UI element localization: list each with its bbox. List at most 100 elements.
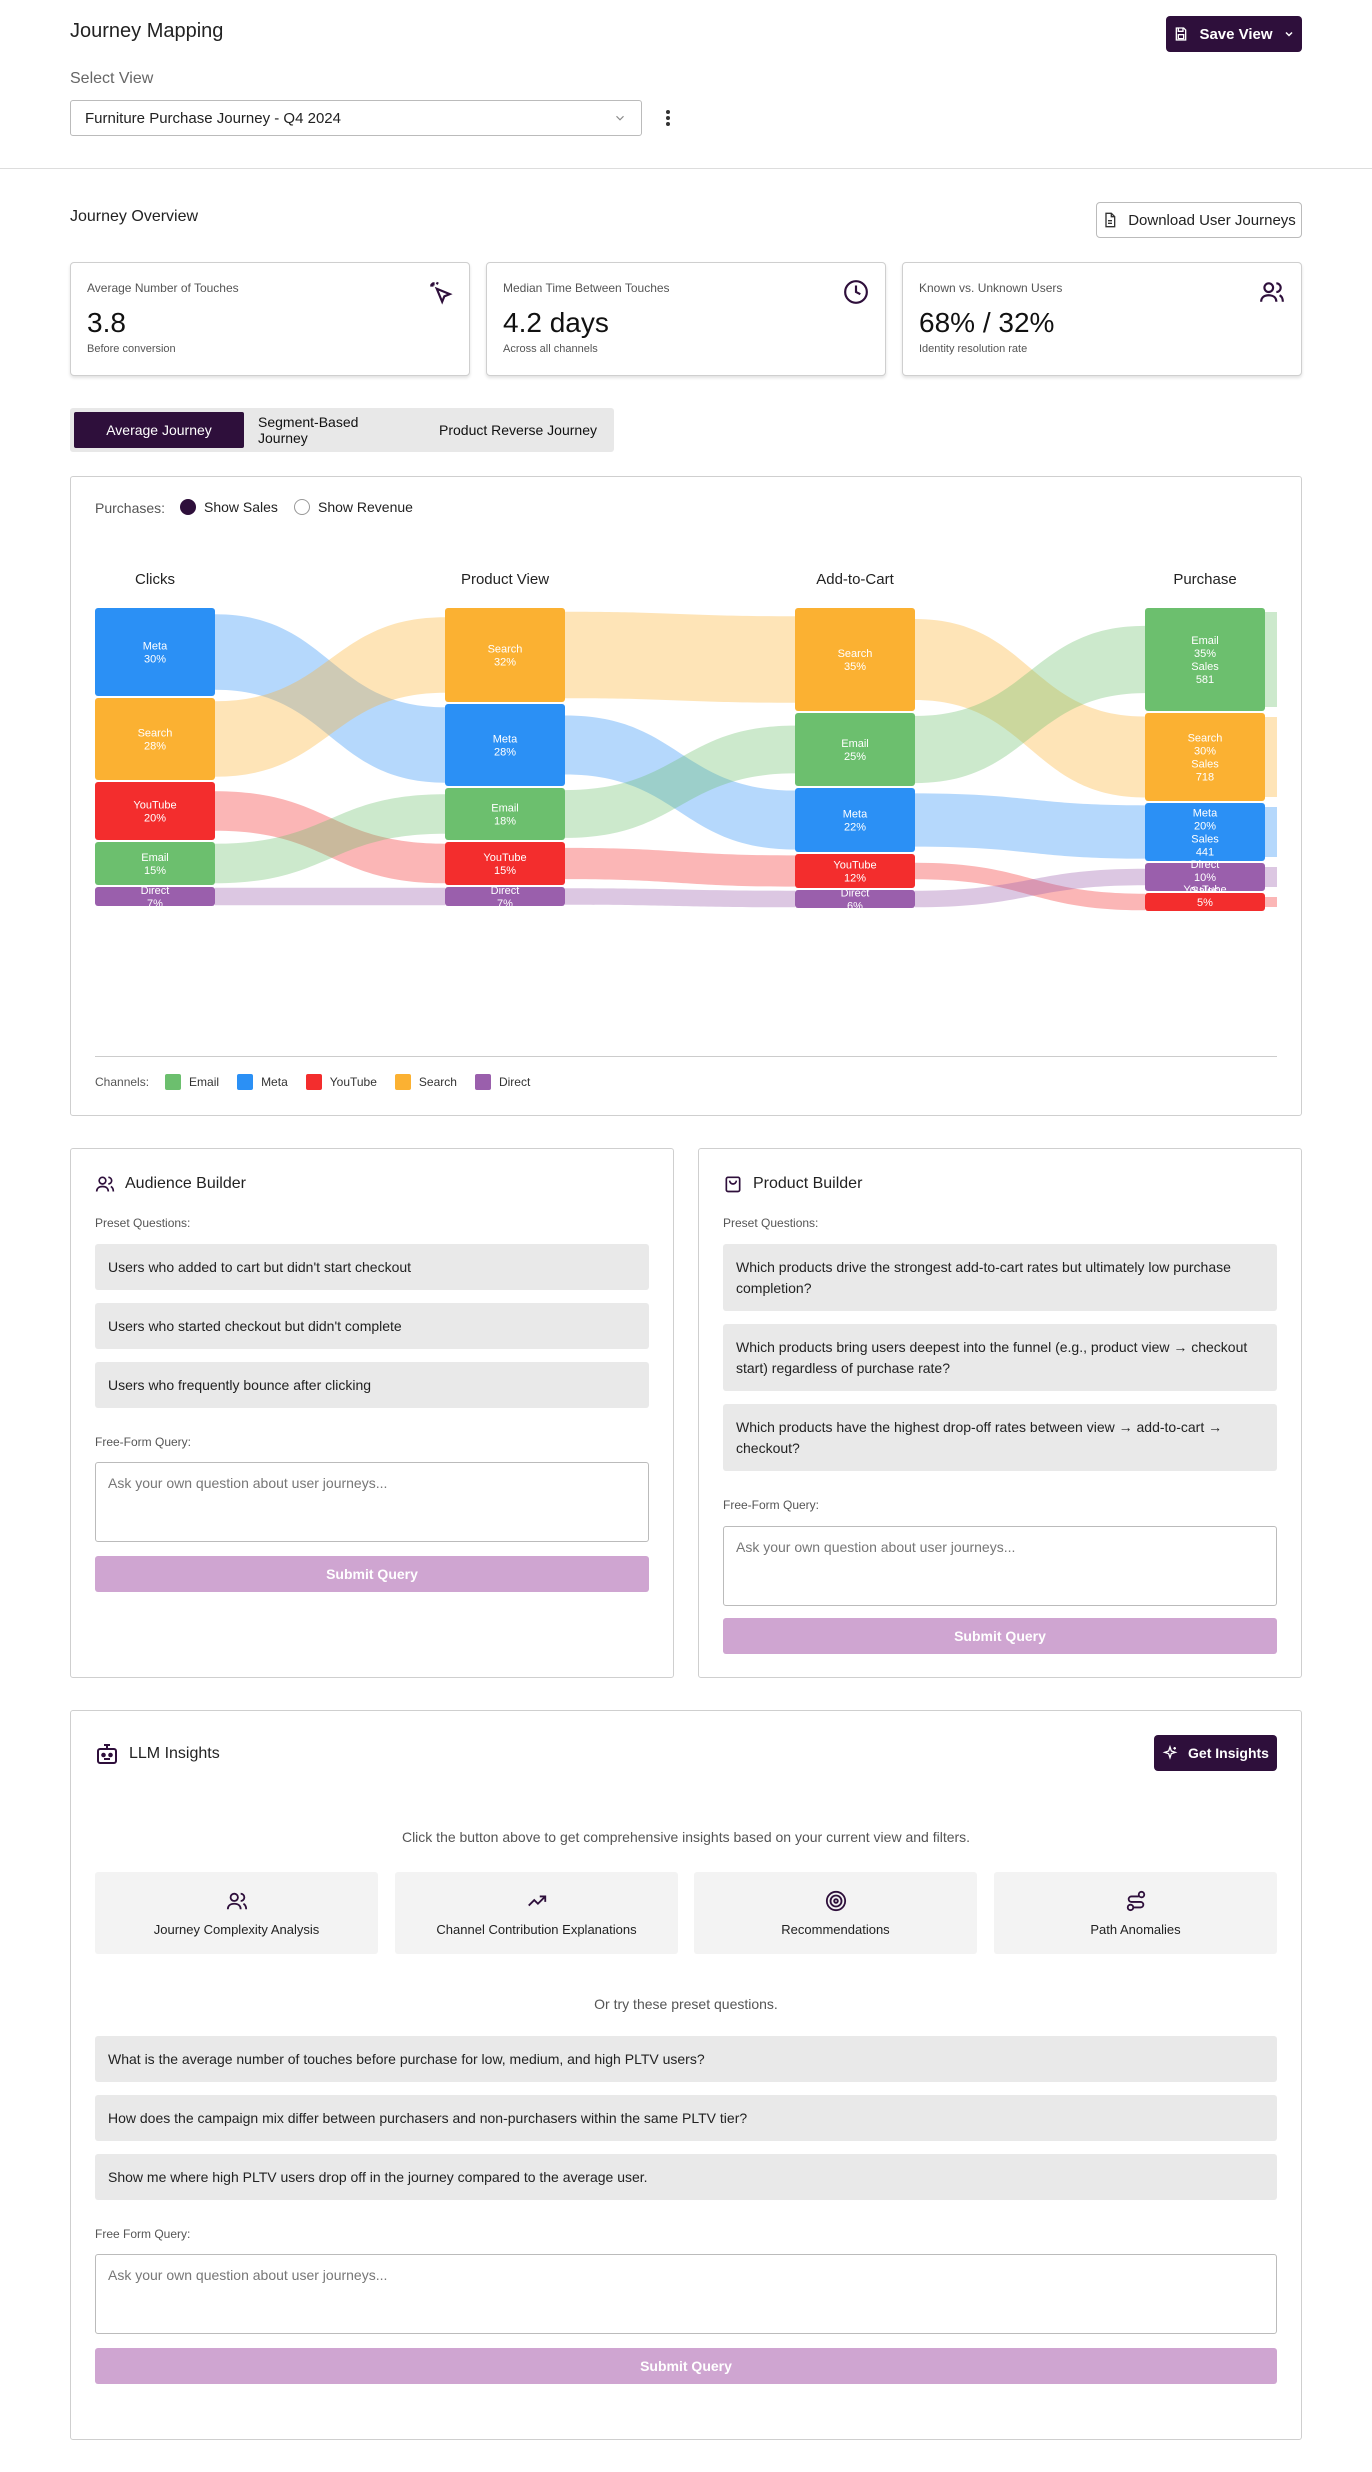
feature-journey-complexity[interactable]: Journey Complexity Analysis [95, 1872, 378, 1954]
channels-label: Channels: [95, 1075, 150, 1089]
users-icon [226, 1892, 247, 1909]
sankey-node-bar [795, 890, 915, 908]
audience-preset-question[interactable]: Users who started checkout but didn't co… [95, 1303, 649, 1349]
llm-preset-question[interactable]: What is the average number of touches be… [95, 2036, 1277, 2082]
product-submit-button[interactable]: Submit Query [723, 1618, 1277, 1654]
audience-submit-button[interactable]: Submit Query [95, 1556, 649, 1592]
sankey-node-label: 581 [1196, 674, 1214, 686]
metric-sub: Before conversion [87, 343, 176, 355]
sankey-node-label: 35% [1194, 648, 1216, 660]
stage-title: Product View [461, 571, 549, 588]
journey-tabs: Average Journey Segment-Based Journey Pr… [70, 408, 614, 452]
download-journeys-button[interactable]: Download User Journeys [1096, 202, 1302, 238]
select-view-label: Select View [70, 70, 154, 87]
sankey-node-bar [795, 854, 915, 888]
robot-icon [97, 1744, 117, 1764]
sankey-node-label: Direct [841, 888, 870, 900]
audience-query-input[interactable]: Ask your own question about user journey… [95, 1462, 649, 1542]
sankey-exit-direct [1265, 867, 1277, 887]
more-options-button[interactable] [658, 106, 678, 130]
more-vertical-icon [666, 110, 670, 126]
sankey-node-label: Search [838, 648, 873, 660]
sankey-panel [70, 476, 1302, 1116]
view-select-value: Furniture Purchase Journey - Q4 2024 [85, 109, 341, 127]
llm-query-input[interactable]: Ask your own question about user journey… [95, 2254, 1277, 2334]
product-preset-question[interactable]: Which products have the highest drop-off… [723, 1404, 1277, 1471]
feature-channel-contribution[interactable]: Channel Contribution Explanations [395, 1872, 678, 1954]
tab-product-reverse-journey[interactable]: Product Reverse Journey [439, 422, 597, 438]
sankey-node-bar [795, 713, 915, 786]
sankey-node-label: 18% [494, 816, 516, 828]
sankey-node-label: Search [488, 644, 523, 656]
sankey-node-bar [95, 698, 215, 780]
stage-title: Clicks [135, 571, 175, 588]
product-builder-title: Product Builder [753, 1175, 863, 1192]
audience-preset-question[interactable]: Users who frequently bounce after clicki… [95, 1362, 649, 1408]
sankey-node-label: 10% [1194, 872, 1216, 884]
get-insights-button[interactable]: Get Insights [1154, 1735, 1277, 1771]
metric-label: Median Time Between Touches [503, 281, 670, 295]
users-icon [95, 1176, 115, 1192]
freeform-label: Free Form Query: [95, 2227, 191, 2241]
product-preset-question[interactable]: Which products bring users deepest into … [723, 1324, 1277, 1391]
sankey-link-direct [215, 887, 445, 906]
sankey-node-label: 20% [1194, 821, 1216, 833]
show-sales-radio[interactable]: Show Sales [180, 499, 278, 515]
save-view-button[interactable]: Save View [1166, 16, 1302, 52]
sankey-link-email [915, 625, 1145, 784]
llm-preset-question[interactable]: Show me where high PLTV users drop off i… [95, 2154, 1277, 2200]
sankey-node-label: Sales [1191, 910, 1219, 922]
view-select[interactable]: Furniture Purchase Journey - Q4 2024 [70, 100, 642, 136]
sankey-node-label: 15% [144, 865, 166, 877]
product-query-input[interactable]: Ask your own question about user journey… [723, 1526, 1277, 1606]
tab-average-journey[interactable]: Average Journey [74, 412, 244, 448]
tab-segment-based-journey[interactable]: Segment-Based Journey [258, 414, 359, 446]
sankey-node-label: Search [138, 728, 173, 740]
sankey-link-youtube [915, 862, 1145, 911]
sankey-node-label: 441 [1196, 847, 1214, 859]
audience-preset-question[interactable]: Users who added to cart but didn't start… [95, 1244, 649, 1290]
download-journeys-label: Download User Journeys [1128, 211, 1296, 229]
feature-path-anomalies[interactable]: Path Anomalies [994, 1872, 1277, 1954]
preset-questions-label: Preset Questions: [723, 1216, 819, 1230]
product-preset-question[interactable]: Which products drive the strongest add-t… [723, 1244, 1277, 1311]
sankey-node-label: 32% [494, 657, 516, 669]
feature-label: Journey Complexity Analysis [153, 1921, 320, 1937]
show-revenue-radio[interactable]: Show Revenue [294, 499, 413, 515]
sankey-node-bar [95, 887, 215, 906]
sankey-node-label: YouTube [483, 852, 526, 864]
sankey-link-search [215, 617, 445, 777]
metric-card-users: Known vs. Unknown Users 68% / 32% Identi… [902, 262, 1302, 376]
sankey-link-meta [565, 715, 795, 850]
freeform-label: Free-Form Query: [723, 1498, 820, 1512]
llm-preset-question[interactable]: How does the campaign mix differ between… [95, 2095, 1277, 2141]
sankey-link-email [215, 794, 445, 884]
feature-recommendations[interactable]: Recommendations [694, 1872, 977, 1954]
sankey-node-bar [95, 782, 215, 840]
sankey-node-label: Sales [1191, 661, 1219, 673]
sankey-node-bar [1145, 803, 1265, 861]
llm-submit-button[interactable]: Submit Query [95, 2348, 1277, 2384]
metric-sub: Identity resolution rate [919, 343, 1028, 355]
save-view-label: Save View [1199, 25, 1273, 43]
sankey-node-label: YouTube [833, 860, 876, 872]
